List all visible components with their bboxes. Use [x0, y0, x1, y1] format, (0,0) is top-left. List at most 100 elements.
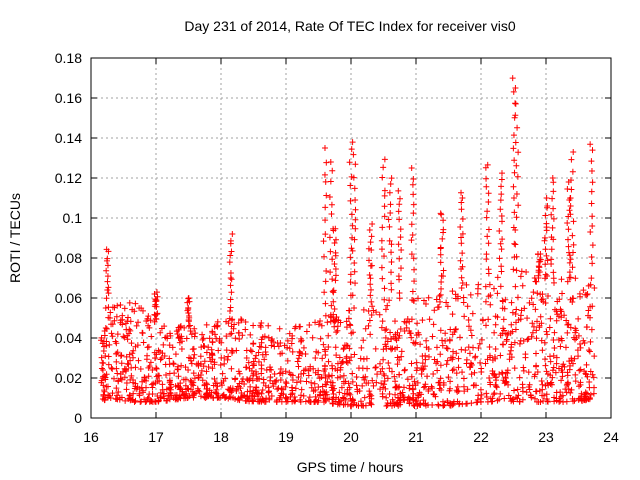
- data-point: [493, 377, 500, 384]
- data-point: [372, 364, 379, 371]
- data-point: [238, 389, 245, 396]
- data-point: [388, 368, 395, 375]
- data-point: [435, 402, 442, 409]
- data-point: [335, 396, 342, 403]
- data-point: [558, 314, 565, 321]
- data-point: [195, 374, 202, 381]
- data-point: [386, 297, 393, 304]
- data-point: [543, 395, 550, 402]
- data-point: [379, 275, 386, 282]
- data-point: [326, 234, 333, 241]
- data-point: [548, 246, 555, 253]
- data-point: [567, 274, 574, 281]
- data-point: [533, 335, 540, 342]
- data-point: [105, 361, 112, 368]
- data-point: [121, 374, 128, 381]
- data-point: [253, 384, 260, 391]
- data-point: [319, 355, 326, 362]
- data-point: [228, 317, 235, 324]
- data-point: [99, 359, 106, 366]
- data-point: [538, 320, 545, 327]
- data-point: [554, 298, 561, 305]
- data-point: [213, 390, 220, 397]
- data-point: [350, 174, 357, 181]
- data-point: [331, 323, 338, 330]
- data-point: [182, 382, 189, 389]
- data-point: [178, 362, 185, 369]
- data-point: [161, 353, 168, 360]
- data-point: [123, 326, 130, 333]
- data-point: [351, 351, 358, 358]
- data-point: [125, 361, 132, 368]
- data-point: [380, 346, 387, 353]
- data-point: [511, 114, 518, 121]
- data-point: [530, 289, 537, 296]
- data-point: [579, 398, 586, 405]
- data-point: [223, 347, 230, 354]
- data-point: [569, 395, 576, 402]
- data-point: [229, 348, 236, 355]
- data-point: [247, 383, 254, 390]
- data-point: [198, 344, 205, 351]
- data-point: [352, 161, 359, 168]
- data-point: [560, 398, 567, 405]
- data-point: [550, 352, 557, 359]
- data-point: [444, 345, 451, 352]
- data-point: [431, 307, 438, 314]
- data-point: [430, 370, 437, 377]
- data-point: [322, 204, 329, 211]
- data-point: [286, 330, 293, 337]
- data-point: [493, 384, 500, 391]
- data-point: [582, 291, 589, 298]
- data-point: [391, 373, 398, 380]
- data-point: [570, 218, 577, 225]
- data-point: [232, 335, 239, 342]
- data-point: [589, 213, 596, 220]
- data-point: [588, 326, 595, 333]
- data-point: [512, 311, 519, 318]
- data-point: [317, 392, 324, 399]
- data-point: [591, 384, 598, 391]
- data-point: [284, 357, 291, 364]
- data-point: [347, 254, 354, 261]
- data-point: [318, 374, 325, 381]
- data-point: [302, 398, 309, 405]
- data-point: [180, 376, 187, 383]
- data-point: [502, 375, 509, 382]
- data-point: [401, 318, 408, 325]
- data-point: [329, 276, 336, 283]
- data-point: [349, 292, 356, 299]
- data-point: [452, 326, 459, 333]
- data-point: [411, 278, 418, 285]
- data-point: [388, 175, 395, 182]
- data-point: [344, 386, 351, 393]
- data-point: [382, 327, 389, 334]
- data-point: [337, 319, 344, 326]
- data-point: [478, 336, 485, 343]
- data-point: [317, 335, 324, 342]
- data-point: [315, 321, 322, 328]
- data-point: [401, 397, 408, 404]
- data-point: [340, 346, 347, 353]
- data-point: [233, 388, 240, 395]
- data-point: [387, 181, 394, 188]
- data-point: [465, 323, 472, 330]
- data-point: [400, 396, 407, 403]
- x-tick-label: 23: [538, 429, 554, 445]
- data-point: [425, 294, 432, 301]
- data-point: [184, 299, 191, 306]
- data-point: [298, 337, 305, 344]
- data-point: [198, 367, 205, 374]
- data-point: [113, 385, 120, 392]
- data-point: [166, 342, 173, 349]
- data-point: [542, 212, 549, 219]
- data-point: [383, 402, 390, 409]
- y-tick-label: 0.14: [55, 130, 82, 146]
- data-point: [214, 383, 221, 390]
- data-point: [243, 364, 250, 371]
- data-point: [477, 395, 484, 402]
- data-point: [156, 377, 163, 384]
- data-point: [128, 372, 135, 379]
- data-point: [312, 319, 319, 326]
- data-point: [439, 342, 446, 349]
